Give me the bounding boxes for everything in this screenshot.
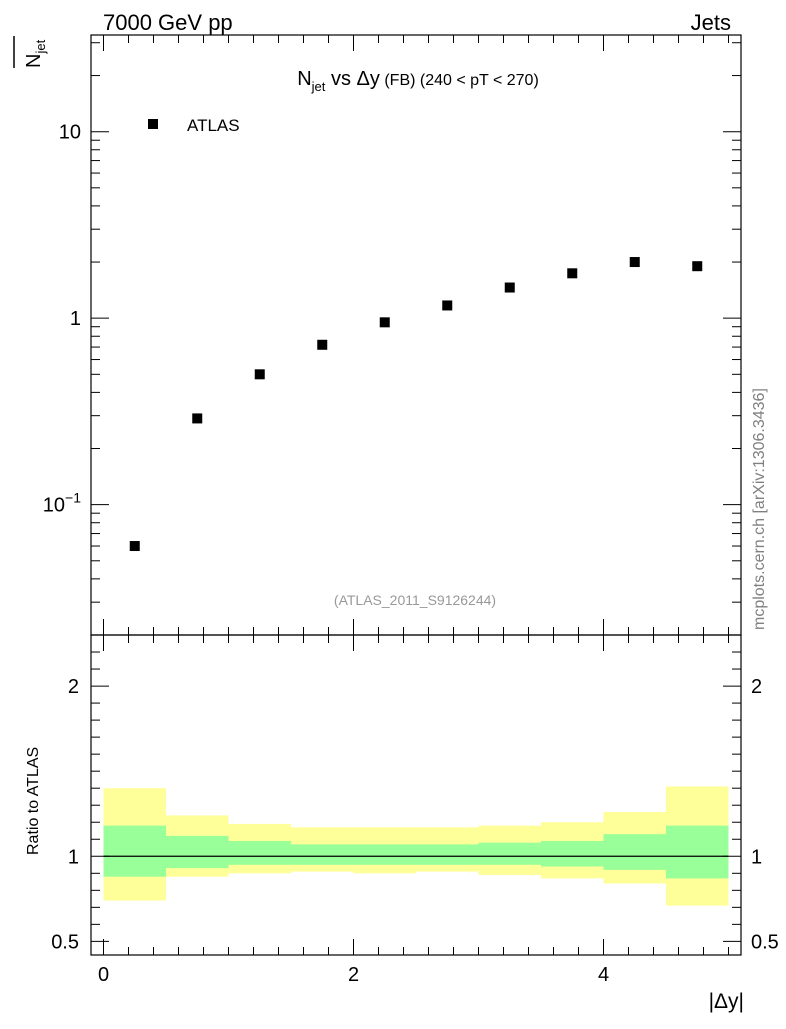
- data-point: [567, 268, 578, 279]
- plot-title-range: (240 < pT < 270): [415, 72, 538, 89]
- ratio-panel: 0.5 0.5 1 1 2 2 0 2 4 Ratio to ATLAS |Δy|: [25, 634, 779, 1013]
- data-point: [629, 257, 640, 268]
- inner-band-bin: [478, 842, 541, 865]
- ratio-ylabel: Ratio to ATLAS: [25, 747, 42, 855]
- plot-title-small: (FB): [380, 72, 416, 89]
- inner-band-bin: [541, 840, 604, 867]
- top-y-tick-label: 1: [70, 308, 81, 330]
- ratio-panel-ticks: 0.5 0.5 1 1 2 2 0 2 4: [51, 635, 779, 986]
- header-right: Jets: [691, 10, 731, 35]
- inner-band-bin: [666, 825, 729, 879]
- header-left: 7000 GeV pp: [103, 10, 233, 35]
- watermark: mcplots.cern.ch [arXiv:1306.3436]: [751, 388, 768, 630]
- x-axis-label: |Δy|: [709, 990, 744, 1013]
- ratio-y-tick-label-left: 0.5: [51, 931, 79, 953]
- data-point: [379, 317, 390, 328]
- bottom-panel-frame: [90, 634, 742, 956]
- plot-title-main: N: [297, 68, 311, 90]
- inner-band-bin: [416, 844, 479, 865]
- data-point: [129, 541, 140, 552]
- inner-band-bin: [353, 844, 416, 865]
- ratio-y-tick-label-left: 1: [68, 846, 79, 868]
- ratio-y-tick-label-left: 2: [68, 676, 79, 698]
- ratio-bands: [103, 786, 729, 906]
- data-point: [692, 261, 703, 272]
- svg-text:Njet: Njet: [23, 39, 48, 68]
- plot-title-sub: jet: [311, 79, 326, 94]
- ratio-y-tick-label-right: 0.5: [751, 931, 779, 953]
- top-ylabel-main: N: [23, 54, 45, 68]
- top-ylabel: Njet: [23, 39, 48, 68]
- ratio-y-tick-label-right: 2: [751, 676, 762, 698]
- inner-band-bin: [603, 834, 666, 870]
- data-point: [192, 413, 203, 424]
- inner-band-bin: [228, 840, 291, 865]
- main-plot-panel: 10−1 1 10 Njet vs Δy (FB) (240 < pT < 270)…: [43, 34, 742, 636]
- ratio-ylabel-text: Ratio to ATLAS: [25, 747, 42, 855]
- data-point: [442, 300, 453, 311]
- inner-band-bin: [166, 835, 229, 869]
- plot-title: Njet vs Δy (FB) (240 < pT < 270): [297, 68, 539, 94]
- legend-label-atlas: ATLAS: [187, 116, 240, 135]
- watermark-text: mcplots.cern.ch [arXiv:1306.3436]: [751, 388, 768, 630]
- x-tick-label: 4: [598, 964, 609, 986]
- top-ylabel-sub: jet: [33, 39, 48, 54]
- inner-band-bin: [291, 844, 354, 865]
- x-tick-label: 0: [98, 964, 109, 986]
- top-panel-markers: [129, 257, 703, 552]
- data-point: [254, 369, 265, 380]
- inner-band-bin: [103, 825, 166, 877]
- x-tick-label: 2: [348, 964, 359, 986]
- top-y-tick-label: 10−1: [43, 490, 81, 517]
- top-panel-ticks: 10−1 1 10: [43, 35, 741, 636]
- data-point: [504, 282, 515, 293]
- data-point: [317, 339, 328, 350]
- plot-title-mid: vs Δy: [325, 68, 379, 90]
- legend: ATLAS: [148, 116, 240, 135]
- analysis-id: (ATLAS_2011_S9126244): [334, 592, 496, 608]
- top-y-tick-label: 10: [59, 122, 81, 144]
- legend-marker-atlas: [148, 119, 158, 129]
- ratio-y-tick-label-right: 1: [751, 846, 762, 868]
